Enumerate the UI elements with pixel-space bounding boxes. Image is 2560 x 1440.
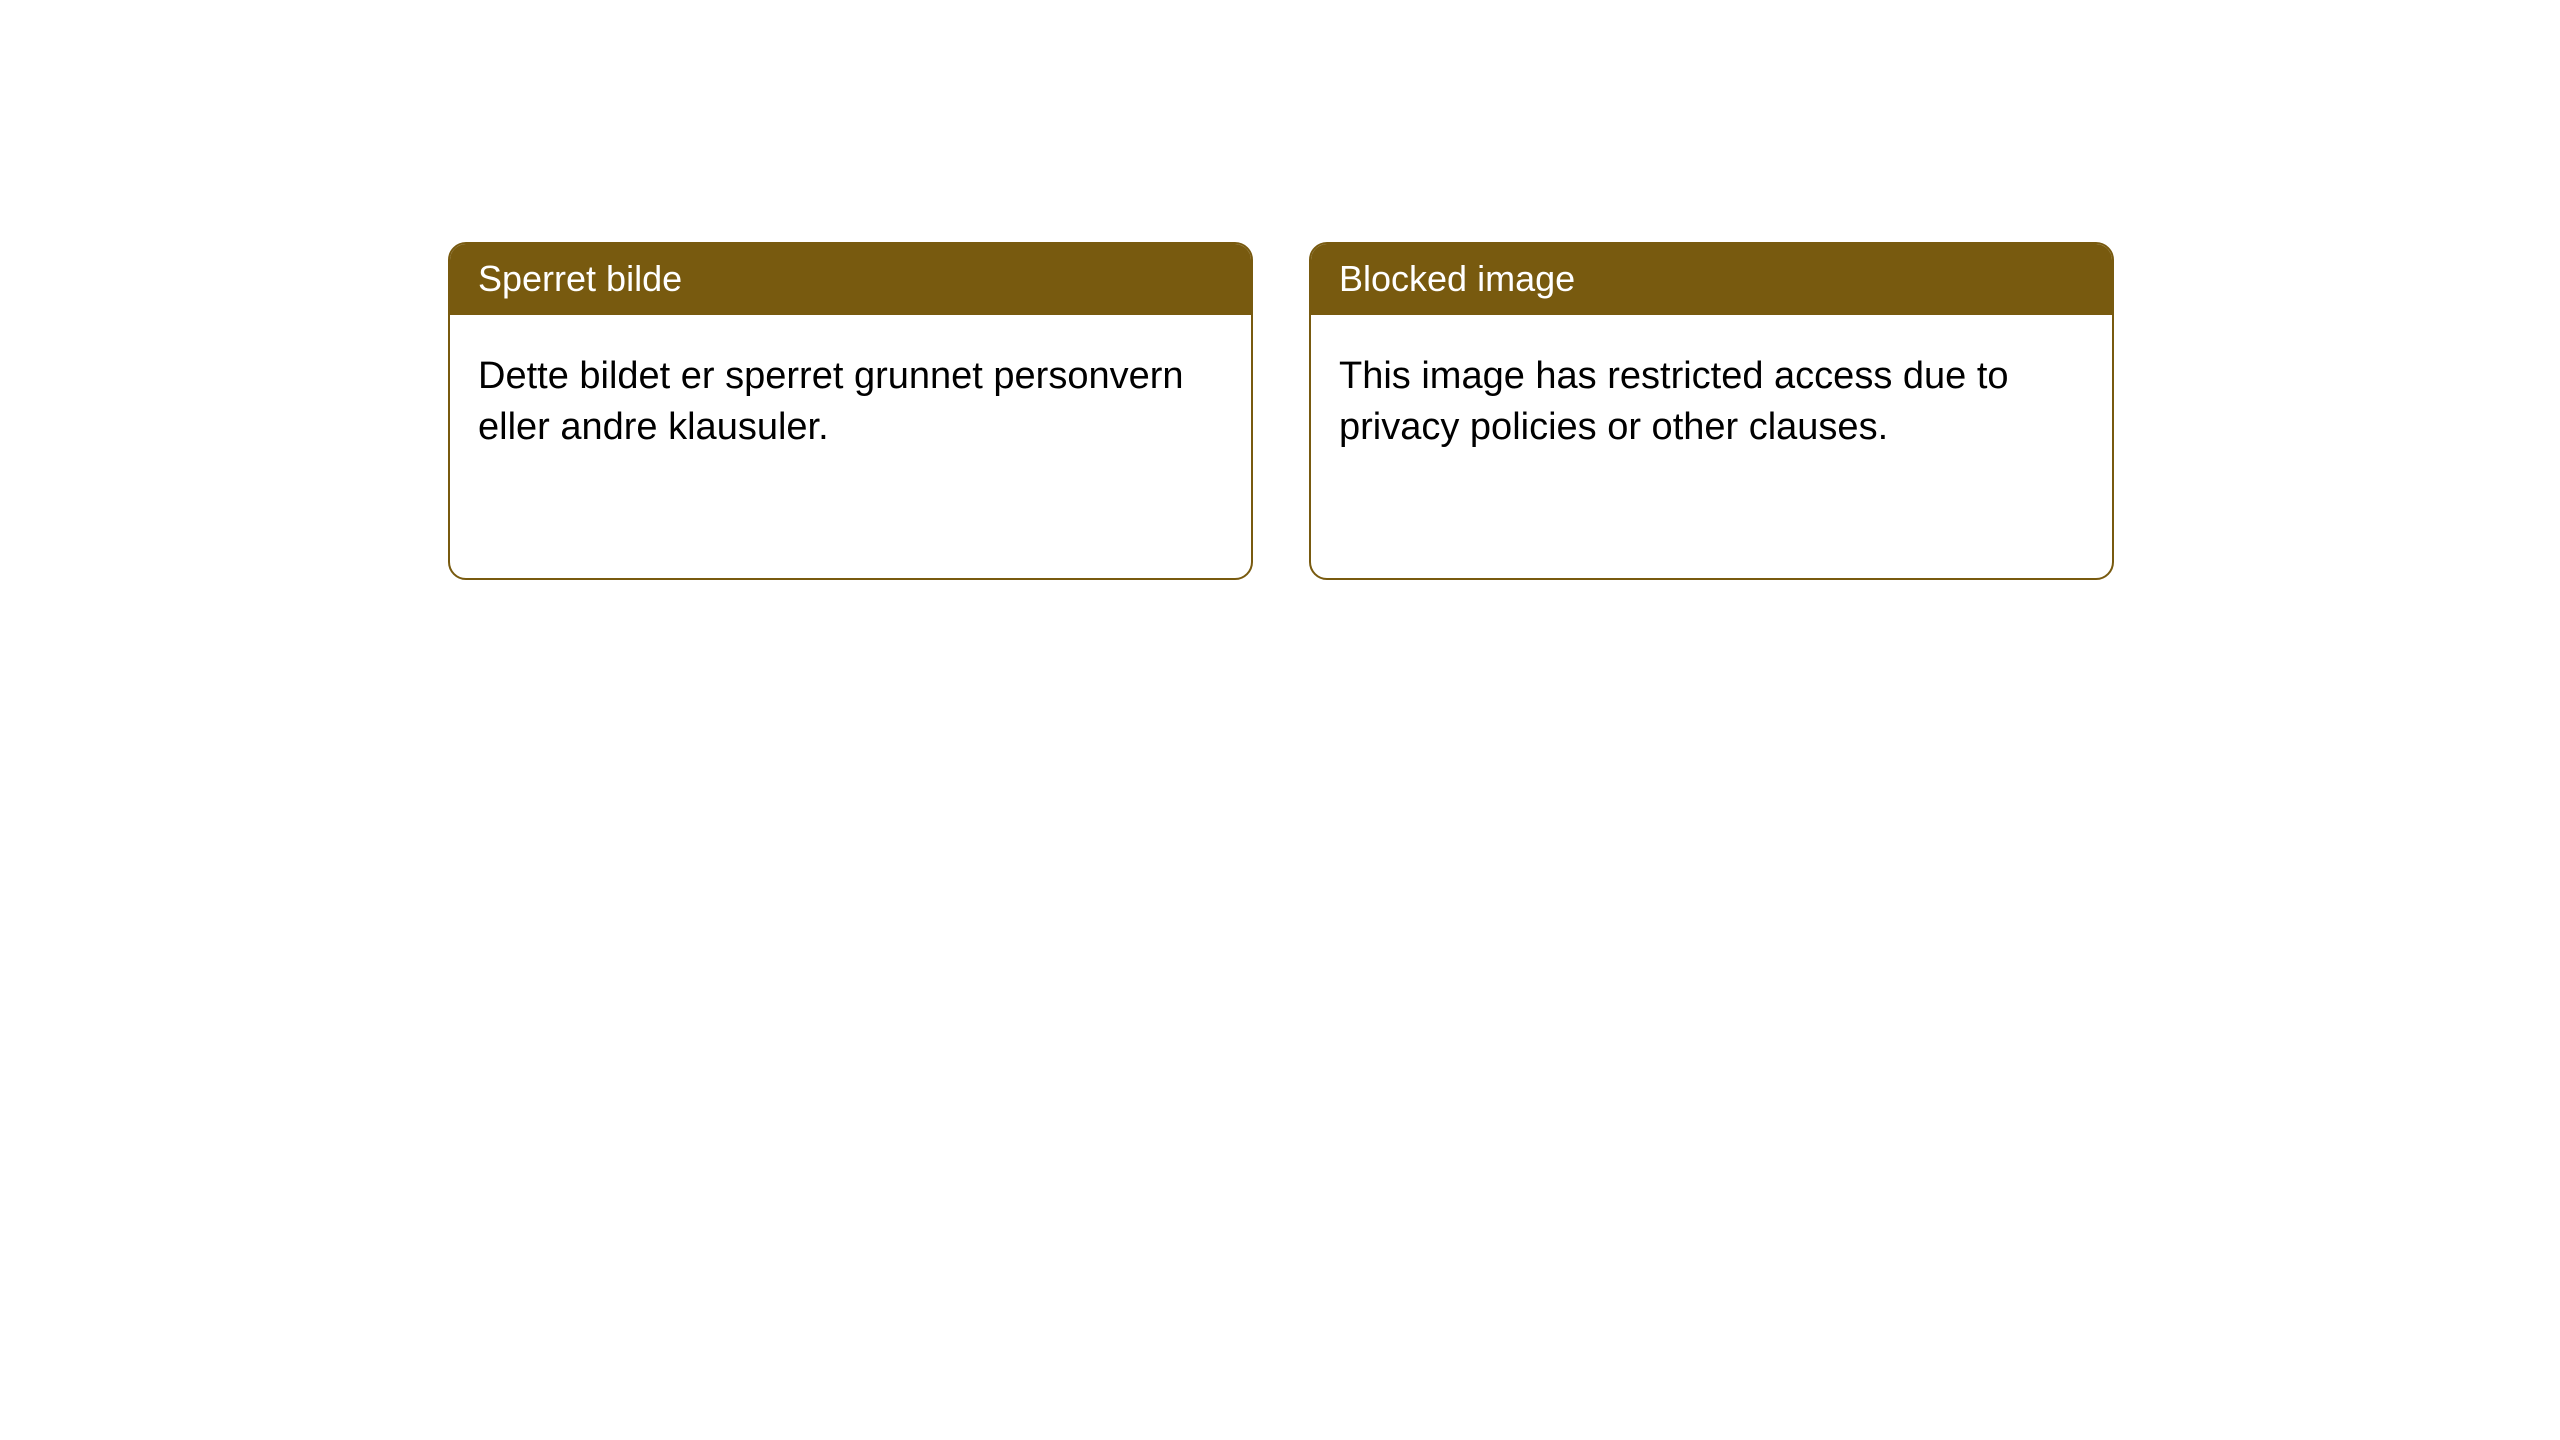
notice-header-norwegian: Sperret bilde [450,244,1251,315]
notice-box-norwegian: Sperret bilde Dette bildet er sperret gr… [448,242,1253,580]
notice-title: Blocked image [1339,258,1575,299]
notice-title: Sperret bilde [478,258,682,299]
notice-box-english: Blocked image This image has restricted … [1309,242,2114,580]
notices-container: Sperret bilde Dette bildet er sperret gr… [448,242,2114,580]
notice-message: Dette bildet er sperret grunnet personve… [478,355,1184,448]
notice-header-english: Blocked image [1311,244,2112,315]
notice-message: This image has restricted access due to … [1339,355,2009,448]
notice-body-norwegian: Dette bildet er sperret grunnet personve… [450,315,1251,490]
notice-body-english: This image has restricted access due to … [1311,315,2112,490]
